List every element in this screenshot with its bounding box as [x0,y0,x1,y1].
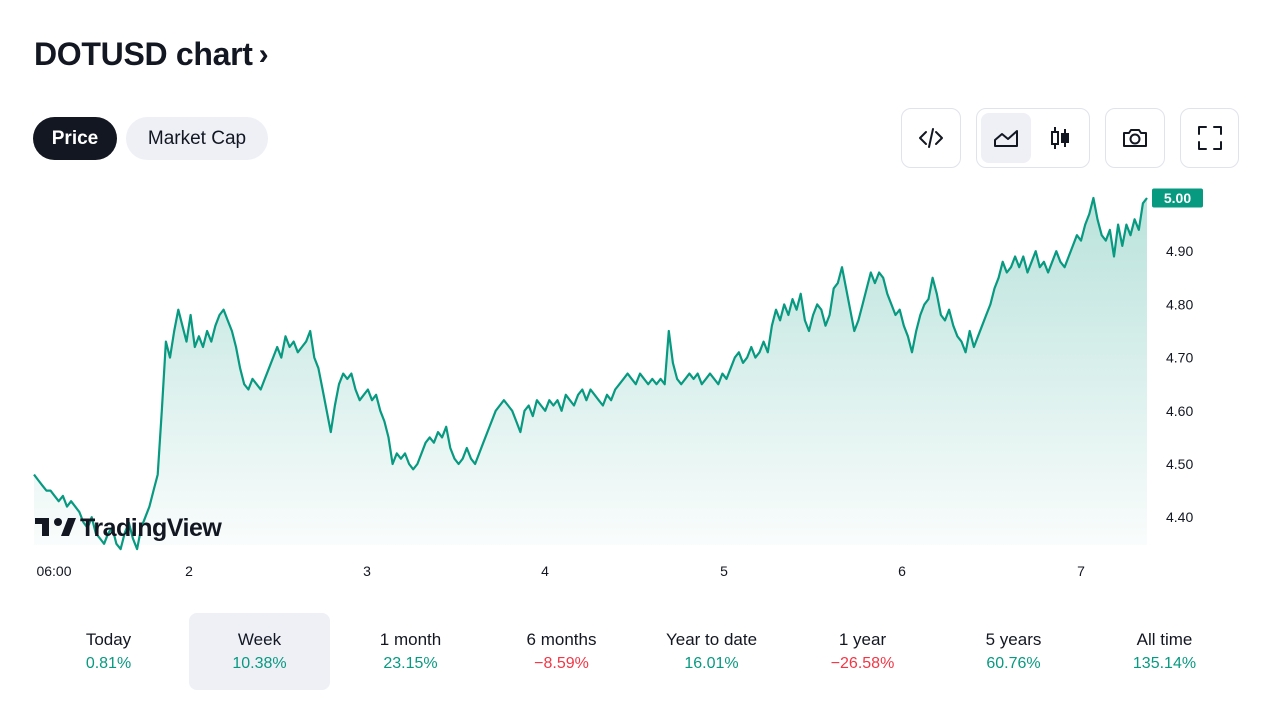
tab-price[interactable]: Price [33,117,117,160]
tradingview-wordmark: TradingView [80,514,222,542]
period-change-value: 60.76% [986,655,1041,672]
period-change-value: 0.81% [85,655,132,672]
snapshot-button[interactable] [1105,108,1165,168]
x-tick-label: 4 [541,563,549,579]
period-label: 1 year [838,630,887,649]
x-tick-label: 2 [185,563,193,579]
chart-style-toggle [976,108,1090,168]
embed-button[interactable] [901,108,961,168]
period-tab-1[interactable]: Week 10.38% [189,613,330,690]
period-label: 1 month [379,630,442,649]
tab-market-cap[interactable]: Market Cap [126,117,268,160]
y-tick-label: 4.70 [1166,350,1193,366]
last-price-label: 5.00 [1164,190,1191,206]
candlestick-icon [1051,127,1069,149]
chevron-right-icon: › [258,37,269,71]
period-label: 6 months [526,630,597,649]
y-tick-label: 4.80 [1166,296,1193,312]
period-tab-5[interactable]: 1 year −26.58% [792,613,933,690]
period-tab-0[interactable]: Today 0.81% [38,613,179,690]
period-tab-7[interactable]: All time 135.14% [1094,613,1235,690]
period-change-value: 16.01% [684,655,739,672]
fullscreen-icon [1197,126,1222,150]
y-tick-label: 4.50 [1166,456,1193,472]
period-tab-3[interactable]: 6 months −8.59% [491,613,632,690]
x-tick-label: 5 [720,563,728,579]
period-label: Today [85,630,132,649]
tab-price-label: Price [51,127,99,149]
y-axis: 4.90 4.80 4.70 4.60 4.50 4.40 [1166,243,1193,525]
price-series-line [33,196,1148,551]
y-tick-label: 4.90 [1166,243,1193,259]
period-tab-6[interactable]: 5 years 60.76% [943,613,1084,690]
tradingview-logo[interactable]: TradingView [35,514,223,542]
page-title[interactable]: DOTUSD chart › [34,36,269,73]
period-change-value: 135.14% [1132,655,1197,672]
y-tick-label: 4.40 [1166,509,1193,525]
period-change-value: 23.15% [383,655,438,672]
period-change-value: −26.58% [830,655,895,672]
x-tick-label: 3 [363,563,371,579]
period-change-value: 10.38% [232,655,287,672]
embed-code-icon [919,128,943,148]
tradingview-mark-icon [35,518,76,536]
x-axis: 06:00 2 3 4 5 6 7 [36,563,1085,579]
performance-periods: Today 0.81% Week 10.38% 1 month 23.15% 6 month… [0,613,1280,690]
page-title-text: DOTUSD chart [34,36,253,72]
camera-icon [1123,129,1147,147]
period-change-value: −8.59% [534,655,589,672]
period-label: 5 years [985,630,1042,649]
tab-market-cap-label: Market Cap [147,127,247,149]
price-chart[interactable]: 4.90 4.80 4.70 4.60 4.50 4.40 06:00 2 3 4 5 6 7 5.0… [0,180,1280,600]
period-label: All time [1136,630,1193,649]
period-label: Year to date [665,630,758,649]
fullscreen-button[interactable] [1180,108,1239,168]
period-tab-4[interactable]: Year to date 16.01% [641,613,782,690]
price-area-fill [34,198,1147,550]
area-chart-icon [994,130,1018,147]
last-price-badge: 5.00 [1152,188,1203,208]
period-tab-2[interactable]: 1 month 23.15% [340,613,481,690]
period-label: Week [237,630,282,649]
x-tick-label: 06:00 [36,563,71,579]
y-tick-label: 4.60 [1166,403,1193,419]
area-chart-button[interactable] [981,113,1031,163]
x-tick-label: 6 [898,563,906,579]
candlestick-chart-button[interactable] [1035,113,1085,163]
x-tick-label: 7 [1077,563,1085,579]
